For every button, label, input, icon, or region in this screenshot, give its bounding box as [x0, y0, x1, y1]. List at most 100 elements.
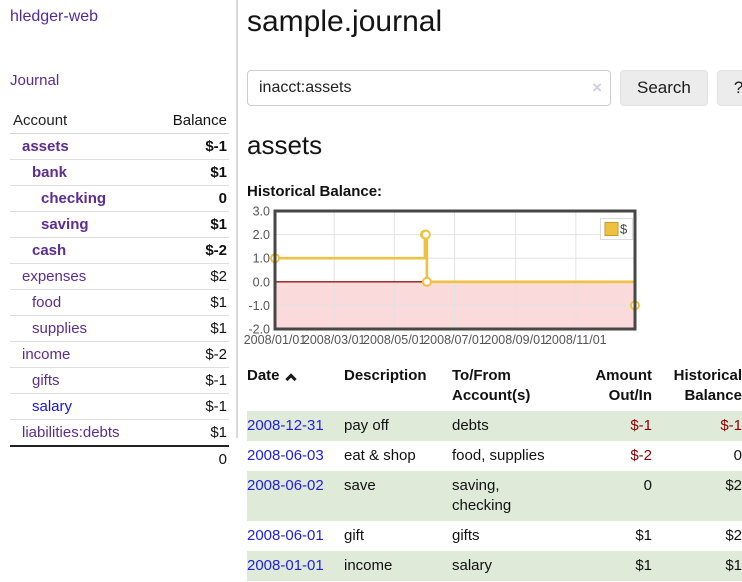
register-header-date[interactable]: Date	[247, 361, 344, 411]
y-tick-label: 2.0	[253, 228, 270, 242]
txn-amount: $1	[635, 527, 652, 544]
clear-search-icon[interactable]: ×	[592, 78, 602, 97]
help-button[interactable]: ?	[716, 70, 742, 106]
txn-date-link[interactable]: 2008-06-01	[247, 527, 324, 544]
sort-asc-icon	[284, 373, 297, 385]
account-link-food[interactable]: food	[32, 294, 62, 311]
account-link-cash[interactable]: cash	[32, 242, 67, 259]
txn-description: pay off	[344, 411, 452, 441]
txn-date-link[interactable]: 2008-01-01	[247, 557, 324, 574]
account-row-cash: cash $-2	[10, 237, 229, 264]
account-row-checking: checking 0	[10, 185, 229, 212]
historical-balance-chart: $3.0 2.0 1.0 0.0 -1.0 -2.02008/01/012008/03/0…	[244, 205, 640, 347]
x-tick-label: 2008/09/01	[484, 333, 547, 347]
account-link-supplies[interactable]: supplies	[32, 320, 88, 337]
account-link-assets[interactable]: assets	[22, 138, 69, 155]
txn-date-link[interactable]: 2008-06-03	[247, 447, 324, 464]
account-link-salary[interactable]: salary	[32, 398, 73, 415]
txn-amount: $-1	[574, 411, 652, 441]
register-header-description: Description	[344, 367, 427, 384]
txn-amount: $1	[574, 551, 652, 581]
account-row-gifts: gifts $-1	[10, 367, 229, 394]
x-tick-label: 2008/03/01	[303, 333, 366, 347]
txn-description: income	[344, 551, 452, 581]
data-point-marker	[421, 276, 432, 287]
search-bar: × Search ?	[247, 70, 742, 106]
y-tick-label: 1.0	[253, 252, 270, 266]
account-link-liabilities-debts[interactable]: liabilities:debts	[22, 424, 120, 441]
account-link-gifts[interactable]: gifts	[32, 372, 60, 389]
account-balance-liabilities-debts: $1	[210, 424, 227, 441]
account-balance-food: $1	[152, 289, 229, 316]
account-row-salary: salary $-1	[10, 393, 229, 420]
account-balance-gifts: $-1	[152, 367, 229, 394]
journal-nav-link[interactable]: Journal	[10, 72, 60, 89]
x-tick-label: 2008/05/01	[363, 333, 426, 347]
register-row: 2008-06-01 gift gifts $1 $2	[247, 521, 742, 551]
search-button[interactable]: Search	[620, 70, 708, 106]
txn-amount: 0	[574, 471, 652, 521]
account-row-food: food $1	[10, 289, 229, 316]
account-balance-checking: 0	[152, 185, 229, 212]
sidebar-divider	[236, 0, 238, 438]
chart-title: Historical Balance:	[247, 183, 383, 200]
txn-accounts: gifts	[452, 527, 480, 544]
txn-accounts: saving, checking	[452, 471, 574, 521]
register-row: 2008-06-03 eat & shop food, supplies $-2…	[247, 441, 742, 471]
txn-accounts: salary	[452, 551, 574, 581]
y-tick-label: 3.0	[253, 205, 270, 219]
account-balance-bank: $1	[152, 159, 229, 186]
register-row: 2008-06-02 save saving, checking 0 $2	[247, 471, 742, 521]
accounts-total-balance: 0	[152, 445, 229, 472]
legend-swatch	[604, 222, 619, 236]
app-brand-link[interactable]: hledger-web	[10, 8, 99, 25]
register-row: 2008-01-01 income salary $1 $1	[247, 551, 742, 581]
account-balance-assets: $-1	[152, 133, 229, 160]
account-row-assets: assets $-1	[10, 133, 229, 160]
accounts-table: Account Balance assets $-1 bank $1 checkin…	[10, 108, 229, 472]
account-heading: assets	[247, 130, 323, 160]
txn-balance: 0	[733, 447, 742, 464]
accounts-header-account: Account	[10, 108, 153, 134]
y-tick-label: -2.0	[248, 323, 270, 337]
account-balance-expenses: $2	[152, 263, 229, 290]
txn-date-link[interactable]: 2008-12-31	[247, 417, 324, 434]
legend-label: $	[620, 222, 628, 237]
x-tick-label: 2008/07/01	[423, 333, 486, 347]
account-balance-cash: $-2	[152, 237, 229, 264]
register-table: Date Description To/From Account(s) Amoun…	[247, 361, 742, 581]
account-balance-supplies: $1	[152, 315, 229, 342]
x-tick-label: 2008/11/01	[545, 333, 607, 347]
sidebar: hledger-web Journal Account Balance asse…	[10, 0, 229, 472]
account-balance-income: $-2	[152, 341, 229, 368]
txn-balance: $2	[652, 471, 742, 521]
data-point-marker	[420, 229, 431, 240]
txn-balance: $-1	[652, 411, 742, 441]
account-balance-salary: $-1	[152, 393, 229, 420]
account-row-liabilities-debts: liabilities:debts $1	[10, 420, 229, 447]
account-link-checking[interactable]: checking	[41, 190, 107, 207]
txn-description: save	[344, 471, 452, 521]
y-tick-label: 0.0	[253, 275, 270, 289]
txn-description: gift	[344, 527, 365, 544]
account-link-saving[interactable]: saving	[41, 216, 89, 233]
accounts-total-row: 0	[10, 445, 229, 472]
y-tick-label: -1.0	[248, 299, 270, 313]
account-link-expenses[interactable]: expenses	[22, 268, 87, 285]
txn-balance: $2	[725, 527, 742, 544]
txn-accounts: debts	[452, 411, 574, 441]
accounts-header-row: Account Balance	[10, 108, 229, 134]
main-content: sample.journal × Search ? assets Histori…	[244, 0, 742, 581]
search-input[interactable]	[247, 70, 611, 106]
register-header-balance: Historical Balance	[673, 367, 742, 404]
register-row: 2008-12-31 pay off debts $-1 $-1	[247, 411, 742, 441]
account-link-income[interactable]: income	[22, 346, 71, 363]
txn-date-link[interactable]: 2008-06-02	[247, 477, 324, 494]
account-row-expenses: expenses $2	[10, 263, 229, 290]
txn-description: eat & shop	[344, 447, 416, 464]
account-balance-saving: $1	[152, 211, 229, 238]
account-link-bank[interactable]: bank	[32, 164, 68, 181]
register-header-accounts: To/From Account(s)	[452, 367, 531, 404]
account-row-income: income $-2	[10, 341, 229, 368]
x-tick-label: 2008/01/01	[244, 333, 307, 347]
